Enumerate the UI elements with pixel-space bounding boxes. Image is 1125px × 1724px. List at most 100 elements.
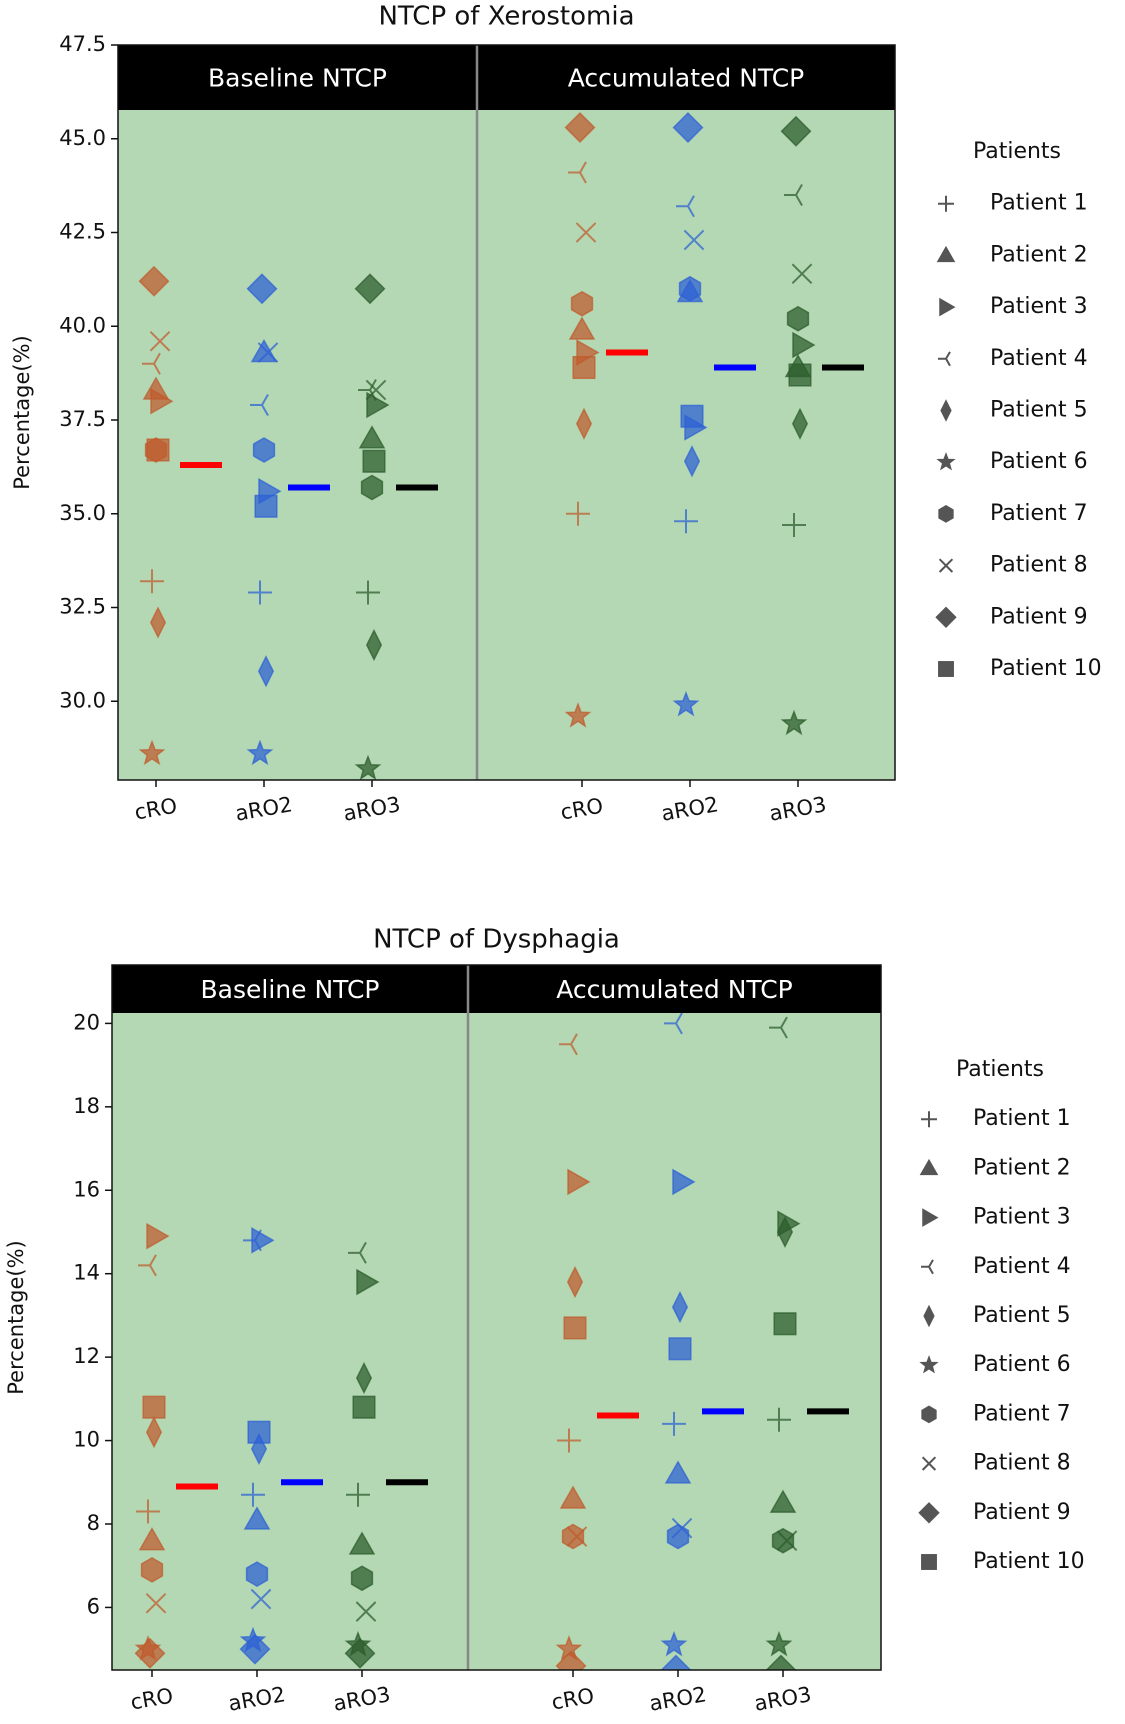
data-point	[664, 1013, 683, 1035]
data-point	[671, 1517, 693, 1539]
data-point	[765, 1654, 797, 1670]
legend-marker	[921, 1554, 937, 1570]
data-point	[561, 1523, 585, 1550]
data-point	[769, 1016, 788, 1039]
data-point	[254, 494, 278, 518]
legend-marker	[936, 245, 956, 263]
data-point	[142, 1395, 166, 1419]
legend-label: Patient 4	[973, 1254, 1071, 1279]
y-tick-label: 16	[73, 1177, 100, 1201]
data-point	[354, 754, 382, 780]
data-point	[568, 316, 596, 340]
data-point	[136, 1499, 160, 1524]
legend-label: Patient 1	[973, 1106, 1071, 1131]
data-point	[564, 112, 596, 143]
y-axis-label: Percentage(%)	[10, 335, 34, 489]
legend-marker	[938, 351, 951, 367]
data-point	[134, 1637, 166, 1669]
legend-marker	[938, 661, 954, 677]
panel-title: Baseline NTCP	[208, 64, 387, 93]
data-point	[246, 273, 278, 305]
legend-marker	[918, 1502, 940, 1524]
data-point	[776, 1215, 794, 1249]
data-point	[563, 1316, 587, 1340]
y-tick-label: 14	[73, 1261, 100, 1285]
data-point	[140, 569, 164, 594]
data-point	[140, 1557, 164, 1583]
data-point	[362, 449, 386, 473]
data-point	[239, 1633, 271, 1665]
data-point	[355, 1361, 373, 1395]
y-tick-label: 8	[87, 1511, 100, 1535]
legend-label: Patient 9	[990, 604, 1088, 629]
data-point	[773, 1312, 797, 1336]
legend-label: Patient 8	[973, 1451, 1071, 1476]
panel-header	[112, 965, 881, 1013]
legend-label: Patient 2	[973, 1155, 1071, 1180]
y-tick-label: 12	[73, 1344, 100, 1368]
y-axis-label: Percentage(%)	[4, 1240, 28, 1394]
legend-label: Patient 5	[973, 1303, 1071, 1328]
legend-marker	[938, 558, 954, 573]
legend-label: Patient 8	[990, 553, 1088, 578]
marks	[138, 112, 864, 780]
data-point	[786, 305, 810, 332]
data-point	[674, 509, 698, 534]
data-point	[146, 438, 170, 462]
data-point	[348, 1241, 367, 1264]
y-tick-label: 45.0	[59, 126, 106, 150]
data-point	[788, 363, 812, 387]
data-point	[776, 1530, 798, 1551]
legend-label: Patient 3	[990, 294, 1088, 319]
data-point	[780, 709, 808, 736]
legend-marker	[938, 505, 954, 523]
y-tick-label: 18	[73, 1094, 100, 1118]
data-point	[680, 404, 704, 428]
data-point	[575, 407, 593, 440]
data-point	[791, 407, 809, 440]
legend-label: Patient 6	[973, 1352, 1071, 1377]
data-point	[247, 1420, 271, 1444]
data-point	[771, 1527, 795, 1554]
legend-marker	[919, 1355, 939, 1374]
legend-label: Patient 7	[990, 501, 1088, 526]
data-point	[257, 655, 275, 688]
data-point	[250, 1588, 272, 1610]
data-point	[664, 1460, 692, 1484]
data-point	[356, 580, 380, 605]
y-tick-label: 32.5	[59, 595, 106, 619]
data-point	[138, 1254, 157, 1277]
data-point	[572, 355, 596, 380]
data-point	[570, 290, 594, 317]
data-point	[346, 1482, 370, 1507]
data-point	[365, 628, 383, 662]
legend-label: Patient 9	[973, 1500, 1071, 1525]
x-tick-label: aRO2	[647, 1682, 708, 1716]
data-point	[356, 1268, 380, 1296]
legend-marker	[921, 1111, 937, 1128]
data-point	[566, 1265, 584, 1299]
legend-marker	[935, 606, 957, 628]
data-point	[360, 474, 384, 501]
data-point	[149, 606, 167, 639]
data-point	[344, 1637, 376, 1669]
data-point	[668, 1337, 692, 1361]
data-point	[252, 437, 276, 463]
y-tick-label: 20	[73, 1010, 100, 1034]
data-point	[683, 229, 705, 251]
legend-marker	[921, 1405, 937, 1424]
y-tick-label: 37.5	[59, 407, 106, 431]
panel-header	[118, 45, 895, 110]
legend-marker	[921, 1456, 937, 1471]
y-tick-label: 35.0	[59, 501, 106, 525]
legend-label: Patient 10	[990, 656, 1102, 681]
legend-marker	[939, 297, 956, 317]
data-point	[366, 391, 390, 419]
data-point	[149, 330, 171, 352]
data-point	[559, 1485, 587, 1509]
marks	[134, 1013, 849, 1670]
legend-label: Patient 3	[973, 1205, 1071, 1230]
x-tick-label: cRO	[133, 793, 179, 824]
data-point	[575, 222, 597, 243]
x-tick-label: aRO3	[767, 792, 828, 826]
